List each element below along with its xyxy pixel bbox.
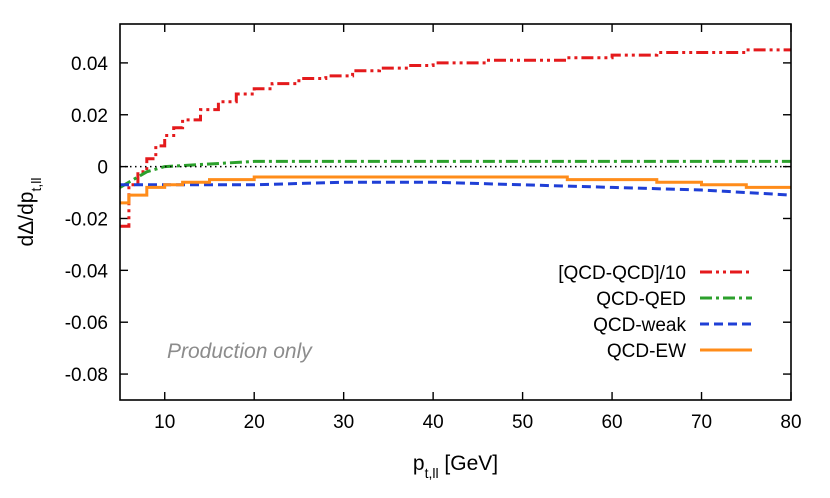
x-tick-label: 50 [512,412,533,433]
series-line-1 [119,159,791,189]
y-tick-label: 0 [97,158,108,179]
x-tick-label: 70 [691,412,712,433]
y-tick-label: -0.02 [65,209,108,230]
legend: [QCD-QCD]/10 QCD-QED QCD-weak QCD-EW [558,263,752,362]
x-tick-label: 80 [780,412,801,433]
series-line-0 [120,48,791,228]
x-tick-label: 60 [601,412,622,433]
y-tick-label: 0.04 [71,54,108,75]
legend-label-1: QCD-QED [596,289,686,310]
x-axis-label: pt,ll [GeV] [413,452,498,481]
x-tick-label: 10 [154,412,175,433]
x-tick-label: 30 [333,412,354,433]
y-tick-label: -0.08 [65,365,108,386]
y-axis-label: dΔ/dpt,ll [15,178,44,247]
series-line-3 [120,175,791,205]
x-tick-label: 20 [244,412,265,433]
series-layer [119,48,792,228]
x-tick-label: 40 [423,412,444,433]
y-tick-label: -0.04 [65,261,109,282]
plot-frame [119,23,792,401]
legend-label-3: QCD-EW [607,341,686,362]
y-tick-label: 0.02 [71,106,108,127]
legend-label-2: QCD-weak [593,315,686,336]
annotation-production-only: Production only [167,340,313,363]
legend-label-0: [QCD-QCD]/10 [558,263,686,284]
series-line-2 [120,180,792,197]
y-tick-label: -0.06 [65,313,108,334]
axis-ticks: 10 20 30 40 50 60 70 80 0.04 0.02 0 -0.02 -0.04 -0.06… [65,24,802,433]
